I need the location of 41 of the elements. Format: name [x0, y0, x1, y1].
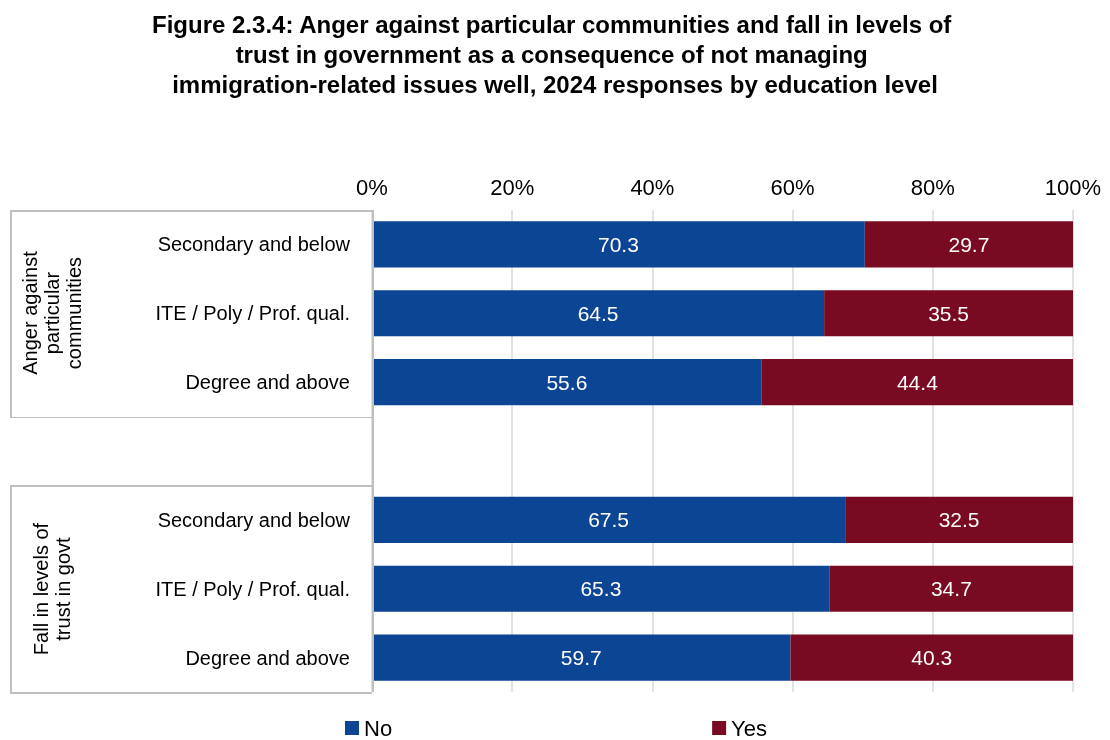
data-label: 44.4: [896, 370, 939, 394]
x-tick-label: 0%: [356, 174, 388, 200]
x-tick-label: 20%: [490, 174, 535, 200]
bar: [372, 634, 791, 681]
bar: [761, 359, 1073, 406]
y-tick-label: Degree and above: [185, 371, 350, 394]
x-tick-label: 40%: [630, 174, 675, 200]
data-label: 70.3: [597, 232, 639, 256]
y-tick-label: Secondary and below: [157, 508, 351, 531]
bar: [824, 290, 1073, 337]
data-label: 32.5: [938, 508, 980, 532]
bar: [790, 634, 1073, 681]
x-tick-label: 100%: [1044, 174, 1102, 200]
data-label: 34.7: [930, 577, 972, 601]
data-label: 64.5: [577, 301, 619, 325]
legend-label: No: [364, 715, 393, 740]
y-tick-label: ITE / Poly / Prof. qual.: [155, 577, 350, 600]
y-tick-label: Degree and above: [185, 646, 350, 669]
bar: [845, 496, 1073, 543]
data-label: 29.7: [948, 232, 990, 256]
data-label: 65.3: [580, 577, 622, 601]
text: Fall in levels of trust in govt: [30, 521, 74, 657]
bar: [372, 359, 762, 406]
bar: [864, 221, 1073, 268]
y-tick-label: Secondary and below: [157, 233, 351, 256]
x-tick-label: 80%: [910, 174, 955, 200]
data-label: 55.6: [546, 370, 588, 394]
chart-title: Figure 2.3.4: Anger against particular communities and fall in levels of trust in government as a consequence of not managing immigration-related issues well, 2024 responses by education level: [152, 10, 958, 98]
bar: [829, 565, 1073, 612]
data-label: 59.7: [560, 646, 602, 670]
x-tick-label: 60%: [770, 174, 815, 200]
text: Anger against particular communities: [19, 250, 85, 377]
legend-label: Yes: [731, 715, 768, 740]
y-tick-label: ITE / Poly / Prof. qual.: [155, 302, 350, 325]
data-label: 35.5: [928, 301, 970, 325]
bar: [372, 565, 830, 612]
bar: [372, 290, 825, 337]
bar: [372, 496, 846, 543]
data-label: 67.5: [588, 508, 630, 532]
data-label: 40.3: [911, 646, 953, 670]
bar: [372, 221, 865, 268]
